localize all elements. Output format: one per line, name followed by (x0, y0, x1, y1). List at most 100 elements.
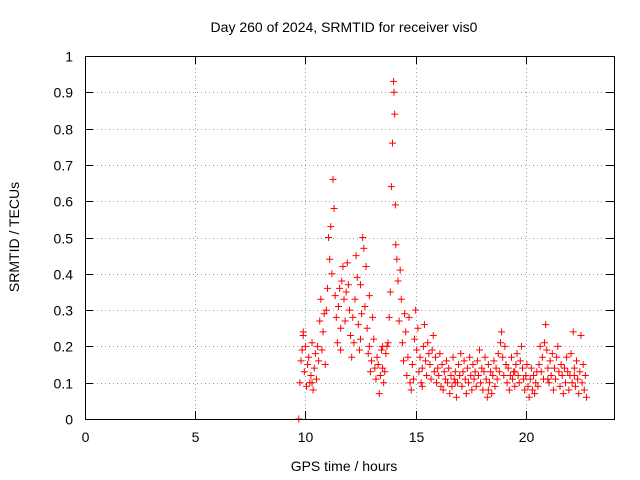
data-point (371, 364, 379, 372)
data-point (316, 317, 324, 325)
data-point (346, 306, 353, 314)
data-point (391, 110, 399, 118)
data-point (406, 379, 414, 387)
data-point (303, 382, 311, 390)
y-tick-label: 0 (65, 412, 73, 428)
data-point (322, 306, 330, 314)
data-point (515, 379, 523, 387)
data-point (375, 390, 383, 398)
data-point (544, 364, 552, 372)
data-point (301, 342, 309, 350)
data-point (461, 375, 469, 383)
data-point (470, 375, 478, 383)
x-axis-label: GPS time / hours (291, 458, 398, 474)
x-tick-label: 0 (82, 429, 90, 445)
data-point (483, 393, 491, 401)
data-point (484, 361, 492, 369)
data-point (501, 342, 509, 350)
data-point (579, 361, 587, 369)
data-point (396, 266, 404, 274)
data-point (471, 368, 479, 376)
data-point (394, 277, 402, 285)
data-point (485, 379, 493, 387)
data-point (514, 371, 522, 379)
data-point (317, 295, 325, 303)
data-point (550, 364, 558, 372)
data-point (563, 353, 571, 361)
data-point (489, 371, 497, 379)
data-point (329, 175, 337, 183)
data-point (571, 382, 579, 390)
data-point (392, 241, 400, 249)
data-point (542, 321, 550, 329)
data-point (559, 390, 567, 398)
data-point (444, 379, 452, 387)
data-point (402, 328, 410, 336)
data-point (311, 350, 319, 358)
data-point (373, 353, 381, 361)
data-point (363, 324, 371, 332)
data-point (460, 357, 468, 365)
y-tick-label: 0.5 (54, 231, 74, 247)
data-point (439, 386, 447, 394)
data-point (477, 379, 485, 387)
data-point (344, 281, 352, 289)
data-point (524, 382, 532, 390)
data-point (447, 371, 455, 379)
data-point (351, 295, 359, 303)
data-point (487, 368, 495, 376)
data-point (368, 357, 376, 365)
data-point (409, 375, 417, 383)
data-point (452, 393, 460, 401)
data-point (307, 371, 315, 379)
data-point (532, 379, 540, 387)
data-point (467, 371, 475, 379)
data-point (549, 386, 557, 394)
data-point (328, 270, 336, 278)
data-point (493, 375, 501, 383)
data-point (450, 375, 458, 383)
data-point (397, 295, 405, 303)
y-tick-label: 0.8 (54, 122, 74, 138)
data-point (565, 386, 573, 394)
data-point (413, 346, 421, 354)
data-point (358, 310, 366, 318)
data-point (365, 342, 373, 350)
data-point (342, 288, 350, 296)
data-point (521, 386, 529, 394)
data-point (463, 364, 471, 372)
data-point (401, 310, 409, 318)
axis-ticks (85, 56, 614, 420)
data-point (527, 364, 535, 372)
data-point (458, 382, 466, 390)
data-point (403, 371, 411, 379)
data-point (393, 255, 401, 263)
data-point (318, 346, 326, 354)
axis-tick-labels: 00.10.20.30.40.50.60.70.80.910 5 10 15 20 (54, 49, 535, 446)
data-point (537, 368, 545, 376)
data-point (528, 386, 536, 394)
data-point (441, 375, 449, 383)
data-point (544, 375, 552, 383)
data-point (382, 350, 390, 358)
data-point (481, 353, 489, 361)
data-point (560, 364, 568, 372)
data-point (570, 364, 578, 372)
data-point (352, 252, 360, 260)
x-tick-label: 20 (519, 429, 535, 445)
y-tick-label: 0.2 (54, 339, 74, 355)
data-point (505, 386, 513, 394)
data-point (350, 339, 358, 347)
data-point (564, 368, 572, 376)
data-point (362, 263, 370, 271)
data-point (468, 386, 476, 394)
data-point (320, 310, 328, 318)
data-point (391, 201, 399, 209)
data-point (388, 139, 396, 147)
data-point (334, 302, 342, 310)
data-point (390, 77, 398, 85)
data-point (457, 350, 465, 358)
data-point (456, 371, 464, 379)
y-tick-label: 0.3 (54, 303, 74, 319)
